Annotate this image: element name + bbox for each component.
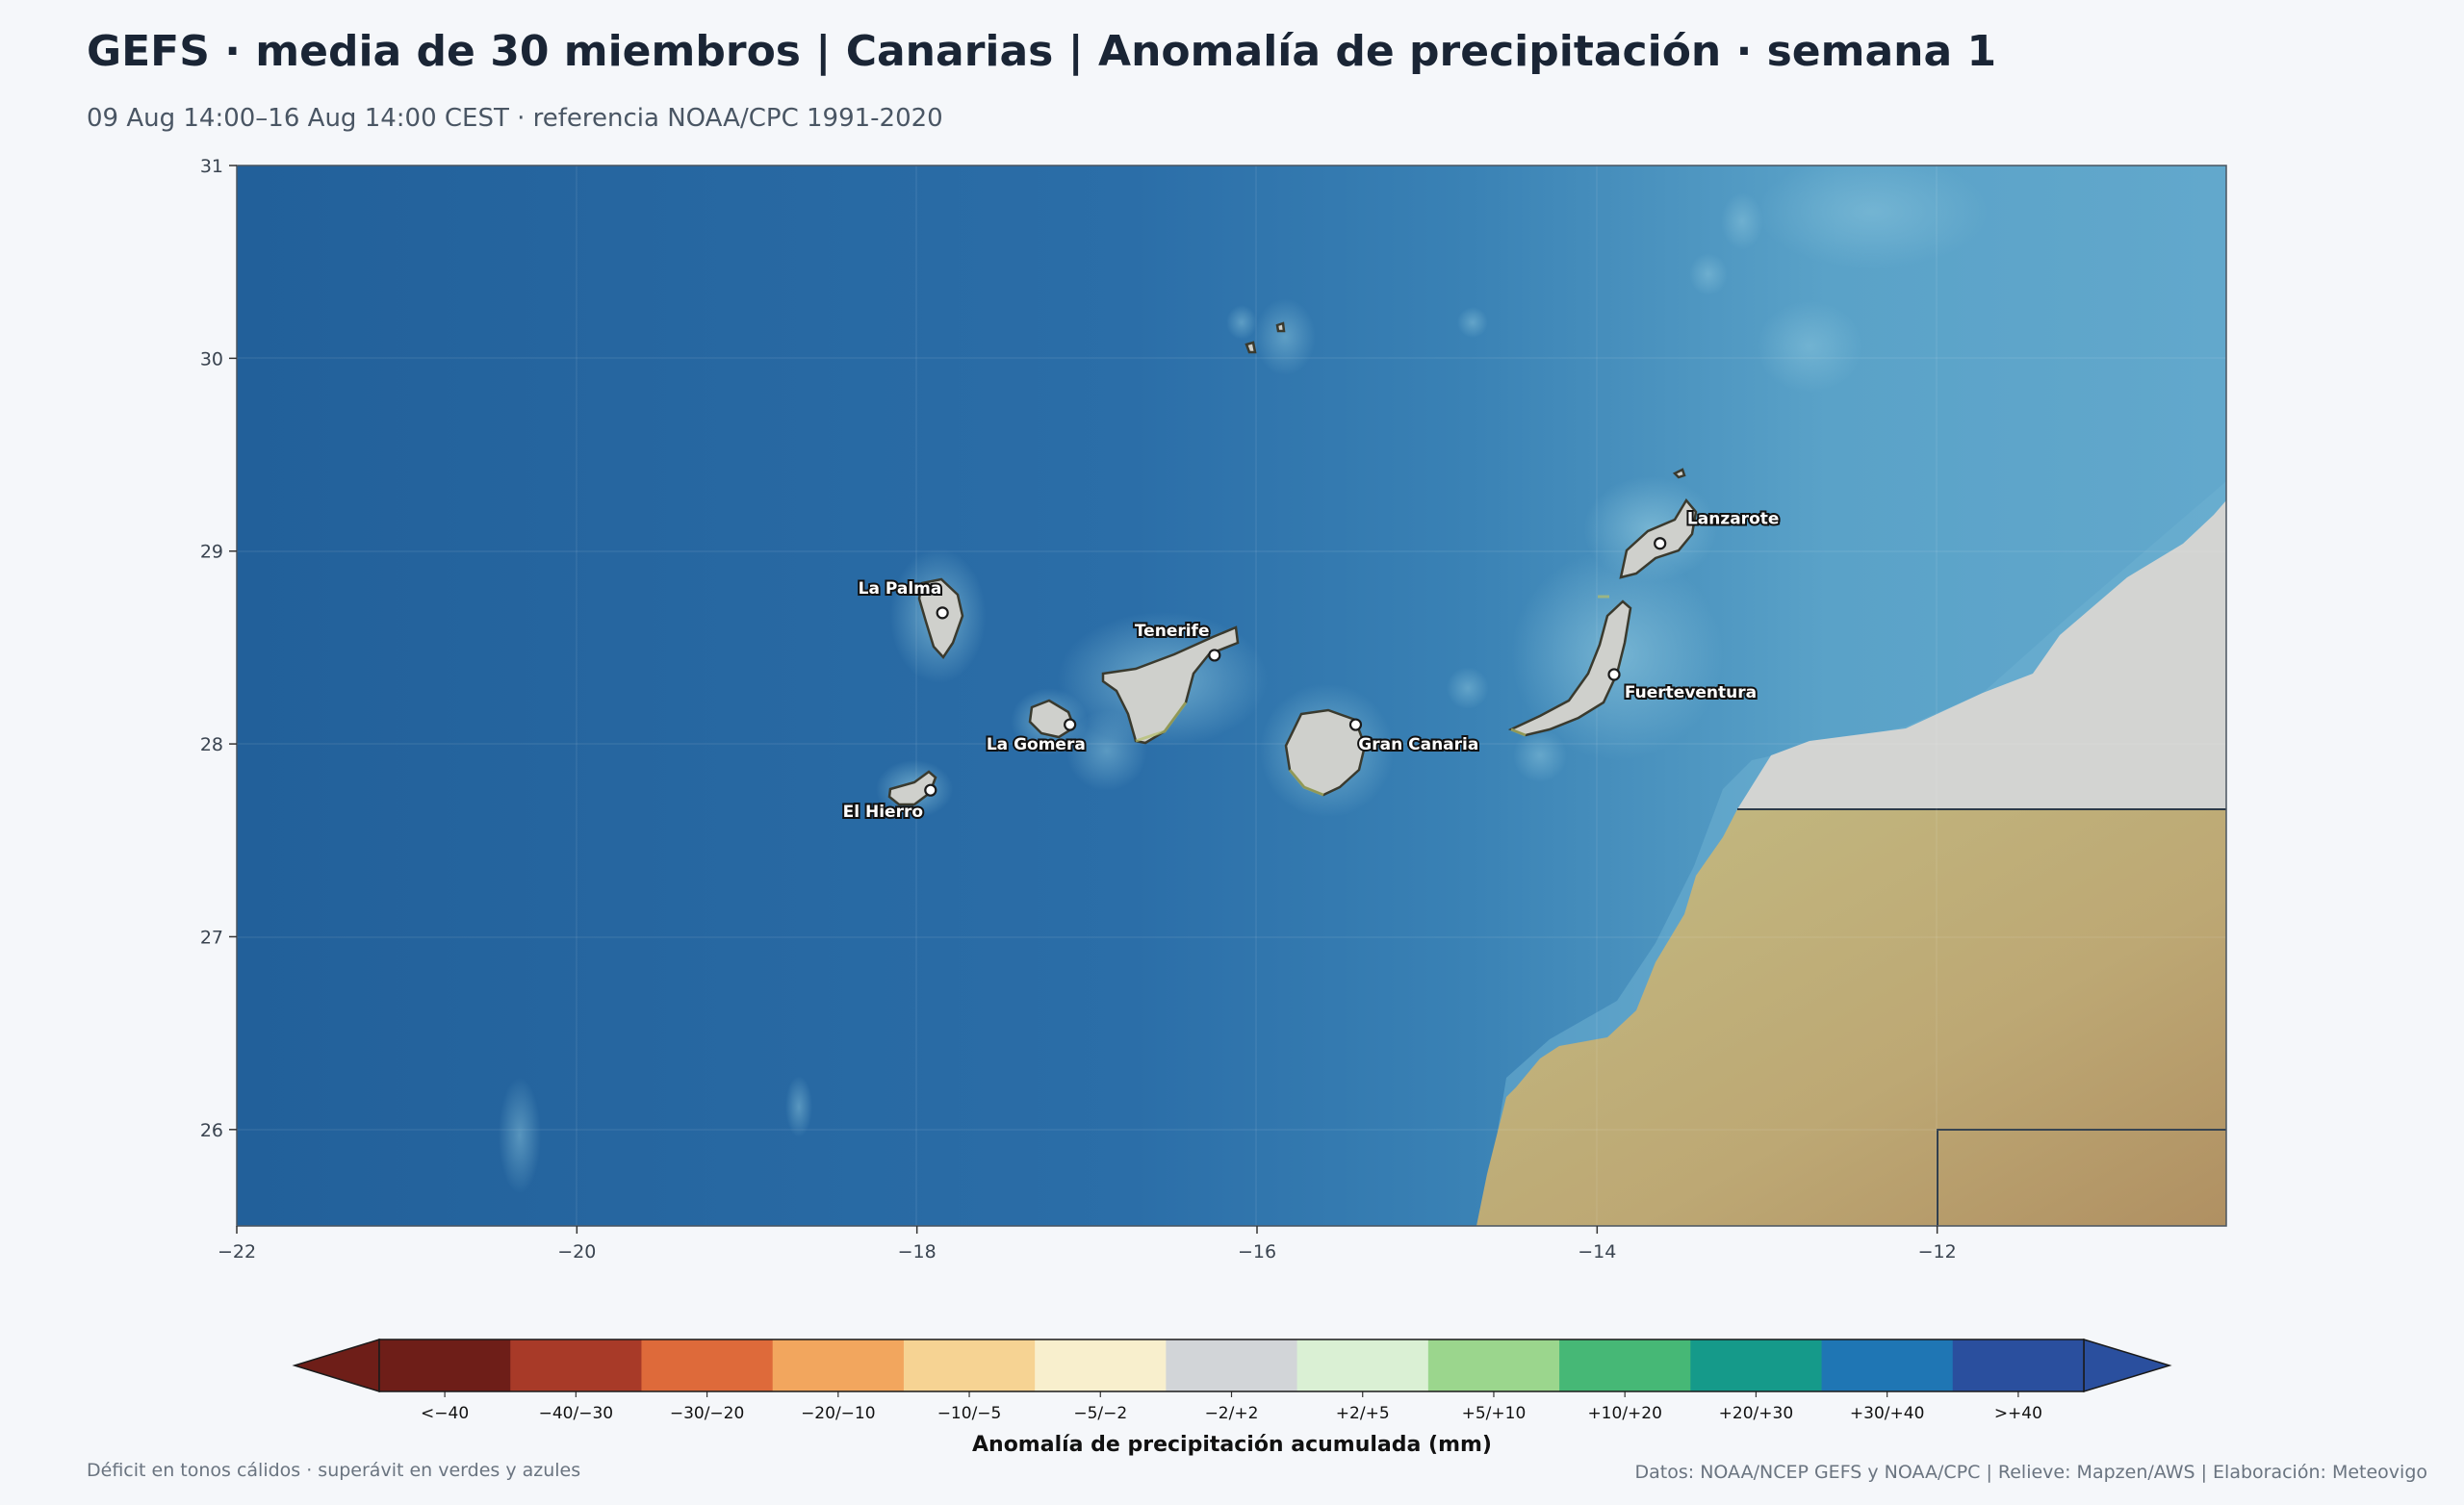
- colorbar-bin: [1166, 1339, 1298, 1391]
- y-tick-label: 31: [200, 156, 223, 177]
- colorbar-bin-label: −30/−20: [670, 1404, 744, 1423]
- y-tick-label: 26: [200, 1120, 223, 1141]
- islet-salvaje-grande: [1275, 321, 1286, 333]
- colorbar: <−40 −40/−30 −30/−20 −20/−10 −10/−5 −5/−2 −2/+…: [292, 1338, 2172, 1423]
- island-marker: [1654, 537, 1667, 550]
- island-label: La Gomera: [987, 735, 1086, 754]
- sahara-land: [1476, 809, 2226, 1226]
- colorbar-bin: [1821, 1339, 1954, 1391]
- colorbar-bin-label: −5/−2: [1073, 1404, 1127, 1423]
- island-label: Tenerife: [1135, 622, 1210, 641]
- colorbar-bin-label: +5/+10: [1462, 1404, 1527, 1423]
- colorbar-under-arrow: [292, 1338, 380, 1393]
- colorbar-bin: [1296, 1339, 1429, 1391]
- island-label: Gran Canaria: [1358, 735, 1478, 754]
- x-tick-label: −12: [1918, 1241, 1957, 1263]
- y-tick-label: 29: [200, 542, 223, 563]
- island-marker: [1348, 718, 1363, 731]
- island-marker: [936, 606, 949, 620]
- colorbar-bin-label: −2/+2: [1205, 1404, 1259, 1423]
- colorbar-bin: [1690, 1339, 1823, 1391]
- colorbar-bin-label: +2/+5: [1336, 1404, 1390, 1423]
- island-label: La Palma: [859, 579, 942, 599]
- colorbar-bin: [1952, 1339, 2085, 1391]
- coast-vegetation: [1135, 595, 1609, 797]
- island-marker: [1208, 649, 1221, 662]
- island-marker: [1064, 718, 1077, 731]
- islands: [887, 321, 1698, 806]
- footer-note: Déficit en tonos cálidos · superávit en …: [87, 1460, 581, 1481]
- island-marker: [924, 783, 937, 797]
- islet-salvajes: [1245, 341, 1257, 354]
- x-axis: −22 −20 −18 −16 −14 −12: [218, 1226, 1957, 1263]
- island-gran-canaria: [1284, 708, 1367, 797]
- morocco-land: [1737, 500, 2226, 809]
- island-label: Fuerteventura: [1625, 683, 1757, 702]
- x-tick-label: −18: [898, 1241, 937, 1263]
- island-tenerife: [1101, 625, 1240, 745]
- island-marker: [1607, 668, 1621, 681]
- y-tick-label: 28: [200, 734, 223, 755]
- colorbar-over-arrow: [2083, 1338, 2172, 1393]
- colorbar-bin-label: −40/−30: [539, 1404, 613, 1423]
- colorbar-bin-label: +20/+30: [1719, 1404, 1793, 1423]
- x-tick-label: −16: [1238, 1241, 1276, 1263]
- island-label: El Hierro: [843, 803, 923, 822]
- islet-alegranza: [1672, 468, 1686, 479]
- island-labels: La Palma Tenerife La Gomera El Hierro Gran C…: [841, 508, 1782, 825]
- colorbar-bin: [1559, 1339, 1691, 1391]
- y-axis: 31 30 29 28 27 26: [200, 156, 237, 1141]
- island-fuerteventura: [1507, 599, 1632, 737]
- colorbar-bin: [903, 1339, 1036, 1391]
- map-frame: [236, 165, 2227, 1227]
- island-markers: [924, 537, 1667, 797]
- colorbar-bin: [510, 1339, 642, 1391]
- colorbar-bin-label: +10/+20: [1587, 1404, 1661, 1423]
- colorbar-bin-label: +30/+40: [1850, 1404, 1924, 1423]
- country-borders: [1737, 808, 2226, 1226]
- map-area: La Palma Tenerife La Gomera El Hierro Gran C…: [237, 166, 2226, 1226]
- colorbar-frame: [378, 1339, 2085, 1392]
- x-tick-label: −22: [218, 1241, 256, 1263]
- y-tick-label: 30: [200, 348, 223, 370]
- page-subtitle: 09 Aug 14:00–16 Aug 14:00 CEST · referen…: [87, 104, 943, 133]
- seamount-shading: [499, 166, 1988, 1193]
- y-tick-label: 27: [200, 927, 223, 948]
- page-title: GEFS · media de 30 miembros | Canarias |…: [87, 27, 1997, 76]
- colorbar-bin: [1035, 1339, 1167, 1391]
- island-label: Lanzarote: [1687, 510, 1780, 529]
- island-la-gomera: [1028, 699, 1076, 739]
- footer-credits: Datos: NOAA/NCEP GEFS y NOAA/CPC | Relie…: [1634, 1462, 2427, 1483]
- x-tick-label: −20: [557, 1241, 596, 1263]
- colorbar-bin-label: <−40: [421, 1404, 469, 1423]
- colorbar-bin-label: −10/−5: [937, 1404, 1002, 1423]
- x-tick-label: −14: [1578, 1241, 1616, 1263]
- colorbar-bin-label: >+40: [1994, 1404, 2042, 1423]
- colorbar-bin: [641, 1339, 774, 1391]
- graticule: [237, 166, 2226, 1226]
- colorbar-bin: [772, 1339, 905, 1391]
- colorbar-bin-label: −20/−10: [801, 1404, 875, 1423]
- colorbar-bin: [379, 1339, 511, 1391]
- colorbar-title: Anomalía de precipitación acumulada (mm): [972, 1433, 1492, 1457]
- colorbar-bin: [1427, 1339, 1560, 1391]
